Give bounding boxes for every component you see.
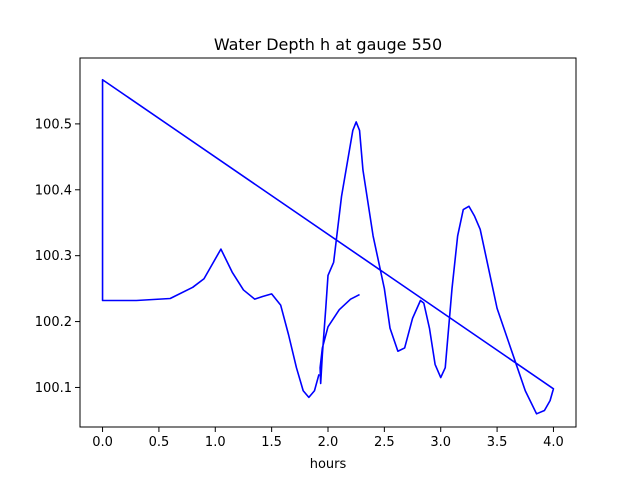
x-tick-label: 1.5 — [261, 435, 282, 450]
chart-title: Water Depth h at gauge 550 — [214, 35, 442, 54]
y-axis: 100.1 100.2 100.3 100.4 100.5 — [35, 117, 80, 396]
x-axis: 0.0 0.5 1.0 1.5 2.0 2.5 3.0 3.5 4.0 — [92, 427, 564, 450]
y-tick-label: 100.1 — [35, 381, 72, 396]
x-tick-label: 2.0 — [318, 435, 339, 450]
x-tick-label: 1.0 — [205, 435, 226, 450]
x-axis-label: hours — [310, 457, 347, 472]
y-tick-label: 100.4 — [35, 183, 72, 198]
x-tick-label: 0.5 — [149, 435, 170, 450]
y-tick-label: 100.5 — [35, 117, 72, 132]
y-tick-label: 100.3 — [35, 249, 72, 264]
x-tick-label: 3.5 — [487, 435, 508, 450]
y-tick-label: 100.2 — [35, 315, 72, 330]
x-tick-label: 3.0 — [430, 435, 451, 450]
plot-area — [101, 78, 555, 415]
x-tick-label: 0.0 — [92, 435, 113, 450]
x-tick-label: 4.0 — [543, 435, 564, 450]
x-tick-label: 2.5 — [374, 435, 395, 450]
water-depth-series-line — [101, 78, 555, 415]
